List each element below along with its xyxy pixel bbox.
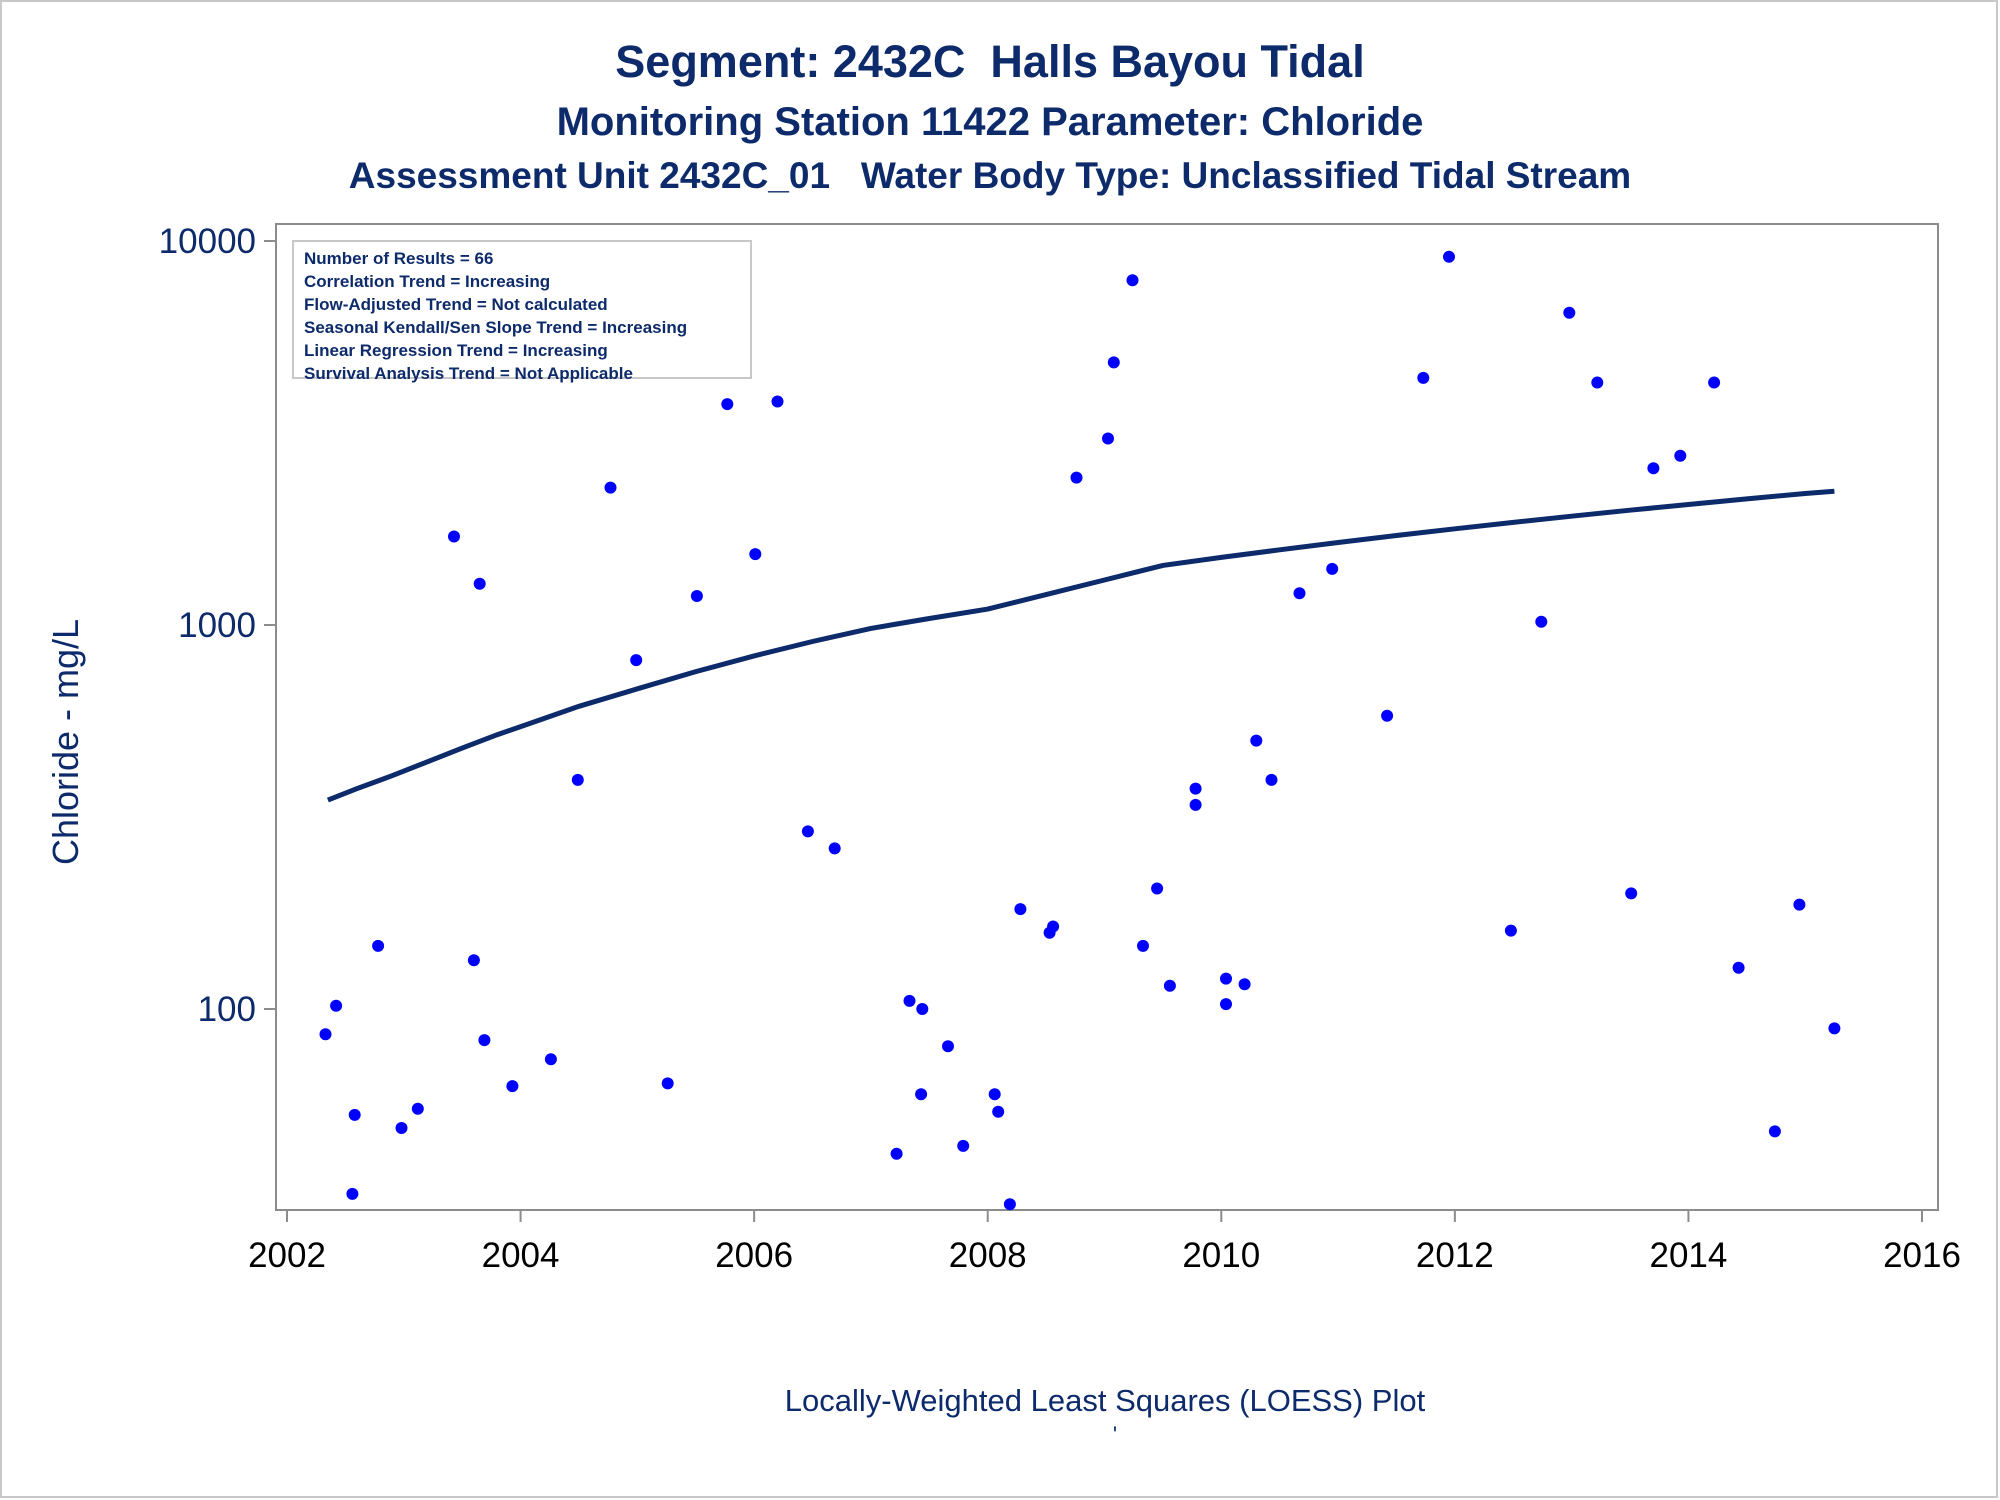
data-point [330, 999, 343, 1012]
y-axis: 100 1000 10000 [159, 222, 276, 1029]
data-point [1708, 376, 1721, 389]
data-point [411, 1102, 424, 1115]
legend-line-flow-adjusted: Flow-Adjusted Trend = Not calculated [304, 295, 608, 314]
data-point [467, 954, 480, 967]
data-point [1793, 898, 1806, 911]
legend-line-seasonal-kendall: Seasonal Kendall/Sen Slope Trend = Incre… [304, 318, 688, 337]
loess-trend-line [326, 488, 1835, 803]
data-point [721, 398, 734, 411]
data-point [372, 939, 385, 952]
plot-area-border [275, 223, 1939, 1211]
data-point [348, 1108, 361, 1121]
footnote-mark: ' [1112, 1422, 1118, 1447]
data-point [1293, 587, 1306, 600]
data-point [1003, 1198, 1016, 1211]
legend-line-correlation: Correlation Trend = Increasing [304, 272, 551, 291]
data-point [942, 1040, 954, 1053]
data-point [1220, 998, 1232, 1011]
x-axis: 2002 2004 2006 2008 2010 2012 2014 2016 [248, 1210, 1961, 1275]
data-point [1535, 615, 1548, 628]
data-point [604, 481, 617, 494]
data-point [1417, 371, 1430, 384]
data-point [1126, 274, 1139, 287]
data-point [890, 1147, 903, 1160]
chart-subtitle: Monitoring Station 11422 Parameter: Chlo… [556, 100, 1424, 144]
data-point [1443, 250, 1455, 263]
y-tick-label: 1000 [178, 606, 256, 645]
data-point [1137, 939, 1149, 952]
data-point [1768, 1125, 1781, 1138]
data-point [1189, 798, 1202, 811]
data-point [346, 1187, 359, 1200]
data-point [506, 1080, 519, 1093]
data-point [1070, 471, 1083, 484]
data-point [916, 1003, 929, 1015]
chart-subtitle-2: Assessment Unit 2432C_01 Water Body Type… [348, 155, 1632, 196]
x-tick-label: 2002 [248, 1236, 326, 1275]
data-point [478, 1034, 491, 1047]
data-point [473, 577, 486, 590]
data-point [1732, 961, 1745, 974]
data-point [1220, 972, 1232, 985]
legend-line-survival: Survival Analysis Trend = Not Applicable [304, 364, 633, 383]
x-tick-label: 2014 [1649, 1236, 1727, 1275]
data-point [903, 994, 916, 1007]
x-tick-label: 2004 [482, 1236, 560, 1275]
data-point [1151, 882, 1164, 895]
chart-title: Segment: 2432C Halls Bayou Tidal [615, 36, 1365, 87]
data-point [1102, 432, 1114, 445]
data-point [957, 1139, 970, 1152]
legend-line-results: Number of Results = 66 [304, 249, 494, 268]
data-point [544, 1053, 557, 1066]
data-point [661, 1077, 674, 1090]
y-axis-label: Chloride - mg/L [45, 619, 86, 865]
x-tick-label: 2012 [1416, 1236, 1494, 1275]
data-point [988, 1088, 1001, 1101]
x-tick-label: 2006 [715, 1236, 793, 1275]
data-point [1265, 773, 1278, 786]
y-tick-label: 100 [198, 990, 256, 1029]
data-point [828, 842, 841, 855]
data-point [1381, 709, 1394, 722]
data-point [1163, 979, 1176, 992]
data-point [630, 654, 643, 667]
data-point [1828, 1022, 1841, 1035]
x-tick-label: 2008 [949, 1236, 1027, 1275]
data-point [1189, 782, 1202, 795]
data-point [1563, 306, 1576, 319]
data-point [1250, 734, 1263, 747]
data-point [1674, 449, 1687, 462]
x-tick-label: 2016 [1883, 1236, 1961, 1275]
data-point [749, 548, 762, 561]
x-axis-caption: Locally-Weighted Least Squares (LOESS) P… [784, 1383, 1426, 1418]
data-point [1047, 920, 1060, 933]
data-point [1238, 978, 1251, 991]
x-tick-label: 2010 [1182, 1236, 1260, 1275]
y-tick-label: 10000 [159, 222, 256, 261]
data-point [1591, 376, 1604, 389]
data-point [571, 773, 584, 786]
data-points [319, 250, 1841, 1211]
stats-legend: Number of Results = 66 Correlation Trend… [292, 240, 752, 383]
data-point [690, 590, 703, 602]
data-point [1625, 887, 1638, 900]
data-point [1107, 356, 1120, 369]
data-point [448, 530, 460, 543]
data-point [1326, 562, 1339, 575]
data-point [1014, 903, 1027, 916]
data-point [992, 1105, 1005, 1118]
data-point [801, 825, 814, 838]
legend-line-linear-regression: Linear Regression Trend = Increasing [304, 341, 608, 360]
data-point [915, 1088, 928, 1101]
data-point [395, 1122, 408, 1134]
data-point [771, 395, 784, 408]
data-point [1647, 462, 1660, 475]
data-point [1504, 924, 1517, 937]
data-point [319, 1028, 332, 1041]
